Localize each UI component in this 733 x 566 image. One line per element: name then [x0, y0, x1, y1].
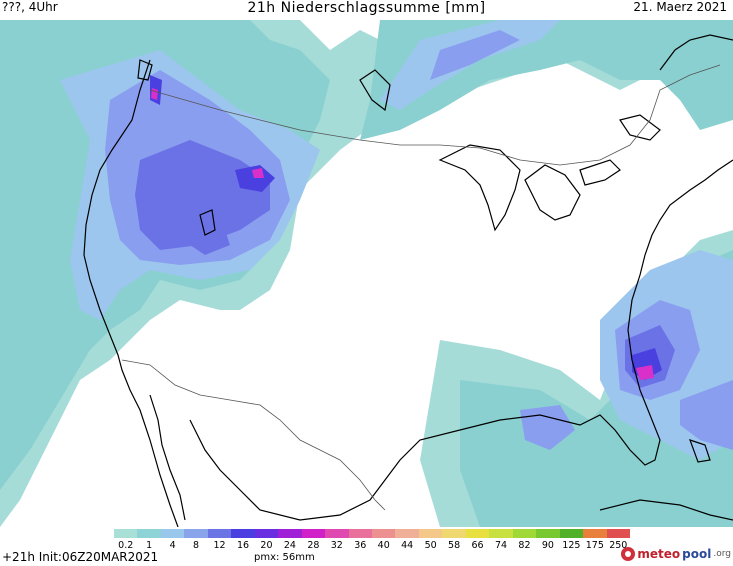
brand-logo[interactable]: meteo pool .org: [621, 547, 731, 561]
legend-level-label: 1: [146, 540, 153, 551]
legend-level-label: 16: [236, 540, 250, 551]
map-title: 21h Niederschlagssumme [mm]: [247, 0, 486, 16]
legend-labels: 0.2 1 4 8 12 16 20 24 28 32 36 40 44 50 58 66 74 82 90 125 1…: [114, 540, 630, 552]
legend-swatch: [325, 529, 349, 538]
legend-swatch: [395, 529, 419, 538]
legend-level-label: 250: [609, 540, 628, 551]
legend-level-label: 74: [494, 540, 508, 551]
max-precip: pmx: 56mm: [254, 552, 315, 563]
legend-swatch: [606, 529, 630, 538]
legend-swatch: [160, 529, 185, 538]
legend-swatch: [348, 529, 372, 538]
legend-level-label: 58: [448, 540, 461, 551]
brand-icon: [621, 547, 636, 561]
legend-swatch: [536, 529, 560, 538]
legend-level-label: 12: [213, 540, 226, 551]
legend-level-label: 24: [283, 540, 296, 551]
legend-level-label: 4: [169, 540, 176, 551]
legend-level-label: 125: [562, 540, 581, 551]
legend-swatch: [418, 529, 443, 538]
legend-swatch: [301, 529, 326, 538]
legend-swatch: [114, 529, 138, 538]
legend-swatch: [184, 529, 208, 538]
legend-level-label: 66: [471, 540, 484, 551]
legend-swatch: [512, 529, 537, 538]
legend-swatch: [442, 529, 466, 538]
legend-swatch: [371, 529, 396, 538]
legend-level-label: 82: [518, 540, 531, 551]
legend-swatch: [278, 529, 302, 538]
precip-field-west: [0, 20, 733, 527]
coastlines: [83, 34, 733, 527]
legend-swatch: [254, 529, 279, 538]
legend-level-label: 40: [377, 540, 390, 551]
legend-level-label: 50: [424, 540, 437, 551]
legend-swatch: [465, 529, 490, 538]
legend-swatch: [207, 529, 232, 538]
legend-swatch: [559, 529, 584, 538]
legend-swatch: [231, 529, 255, 538]
political-borders: [121, 64, 721, 511]
forecast-init: +21h Init:06Z20MAR2021: [2, 550, 159, 564]
precipitation-map: [0, 20, 733, 527]
run-label: ???, 4Uhr: [2, 0, 58, 14]
legend-swatch: [137, 529, 161, 538]
forecast-date: 21. Maerz 2021: [633, 0, 727, 14]
legend-level-label: 28: [307, 540, 320, 551]
legend-swatch: [489, 529, 513, 538]
legend-level-label: 90: [541, 540, 554, 551]
legend-level-label: 32: [330, 540, 343, 551]
legend-color-bar: [114, 529, 630, 538]
legend-level-label: 0.2: [118, 540, 134, 551]
legend-level-label: 44: [401, 540, 414, 551]
legend-level-label: 8: [193, 540, 200, 551]
precip-field-southeast: [420, 230, 733, 527]
legend-level-label: 20: [260, 540, 273, 551]
legend-level-label: 175: [585, 540, 604, 551]
precip-field-northeast: [360, 20, 733, 140]
legend-level-label: 36: [354, 540, 367, 551]
legend-swatch: [583, 529, 607, 538]
